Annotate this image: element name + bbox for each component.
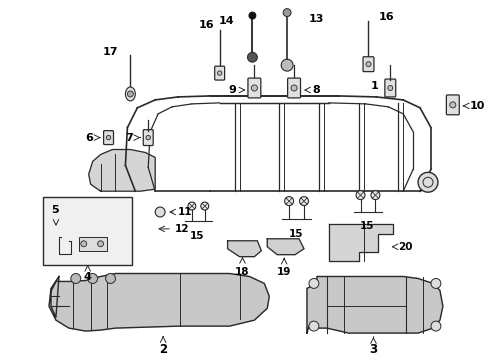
- Text: 3: 3: [368, 343, 377, 356]
- Circle shape: [248, 12, 255, 19]
- Text: 18: 18: [235, 267, 249, 276]
- Text: 9: 9: [228, 85, 236, 95]
- Circle shape: [430, 279, 440, 288]
- Polygon shape: [227, 241, 261, 257]
- FancyBboxPatch shape: [287, 78, 300, 98]
- Circle shape: [299, 197, 308, 206]
- Polygon shape: [267, 239, 304, 255]
- Text: 10: 10: [468, 101, 484, 111]
- Polygon shape: [328, 224, 392, 261]
- Text: 6: 6: [84, 132, 93, 143]
- Circle shape: [81, 241, 86, 247]
- Circle shape: [155, 207, 165, 217]
- Circle shape: [430, 321, 440, 331]
- Circle shape: [355, 191, 364, 199]
- Circle shape: [201, 202, 208, 210]
- Text: 2: 2: [159, 343, 167, 356]
- Circle shape: [284, 197, 293, 206]
- Circle shape: [290, 85, 297, 91]
- Circle shape: [87, 274, 98, 283]
- Polygon shape: [88, 149, 155, 191]
- Text: 16: 16: [378, 12, 393, 22]
- Circle shape: [449, 102, 455, 108]
- Circle shape: [106, 135, 111, 140]
- Circle shape: [417, 172, 437, 192]
- Circle shape: [387, 86, 392, 90]
- Polygon shape: [306, 276, 442, 333]
- FancyBboxPatch shape: [214, 66, 224, 80]
- Circle shape: [146, 135, 150, 140]
- Text: 16: 16: [199, 21, 214, 31]
- Text: 15: 15: [360, 221, 374, 231]
- FancyBboxPatch shape: [446, 95, 458, 115]
- Circle shape: [187, 202, 196, 210]
- Text: 15: 15: [288, 229, 303, 239]
- Bar: [79, 237, 106, 251]
- Circle shape: [365, 62, 370, 67]
- Text: 4: 4: [83, 271, 91, 282]
- FancyBboxPatch shape: [384, 79, 395, 97]
- FancyBboxPatch shape: [247, 78, 260, 98]
- Ellipse shape: [125, 87, 135, 101]
- Circle shape: [370, 191, 379, 199]
- Text: 8: 8: [311, 85, 319, 95]
- Text: 20: 20: [397, 242, 412, 252]
- Text: 15: 15: [189, 231, 203, 241]
- Circle shape: [98, 241, 103, 247]
- Circle shape: [283, 9, 290, 17]
- Polygon shape: [49, 274, 269, 331]
- Text: 7: 7: [125, 132, 133, 143]
- Text: 1: 1: [370, 81, 378, 91]
- Circle shape: [127, 91, 133, 97]
- Text: 5: 5: [51, 205, 59, 215]
- Circle shape: [247, 52, 257, 62]
- FancyBboxPatch shape: [362, 57, 373, 72]
- FancyBboxPatch shape: [103, 131, 113, 145]
- Circle shape: [71, 274, 81, 283]
- Circle shape: [105, 274, 115, 283]
- Text: 17: 17: [103, 47, 118, 57]
- Circle shape: [308, 321, 318, 331]
- Text: 14: 14: [219, 15, 234, 26]
- Text: 11: 11: [178, 207, 192, 217]
- Text: 13: 13: [308, 14, 324, 23]
- Circle shape: [251, 85, 257, 91]
- Circle shape: [217, 71, 222, 75]
- Circle shape: [281, 59, 292, 71]
- Bar: [43, 197, 132, 265]
- FancyBboxPatch shape: [143, 130, 153, 145]
- Text: 19: 19: [276, 267, 291, 276]
- Circle shape: [308, 279, 318, 288]
- Text: 12: 12: [175, 224, 189, 234]
